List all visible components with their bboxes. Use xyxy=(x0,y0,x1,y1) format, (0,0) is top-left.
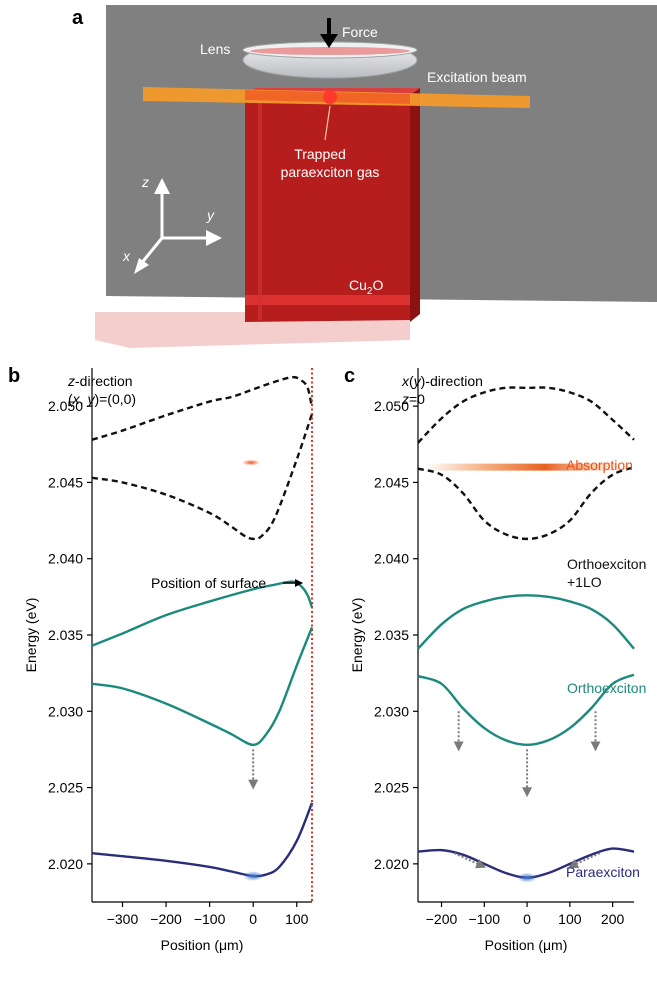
y-tick-label: 2.020 xyxy=(48,856,83,872)
series-line-1 xyxy=(91,375,314,441)
x-tick-label: 100 xyxy=(285,911,309,927)
y-axis-label: y xyxy=(206,207,215,223)
y-tick-label: 2.020 xyxy=(374,856,409,872)
panel-a-label: a xyxy=(72,7,84,29)
series-line-3 xyxy=(91,580,314,647)
orthoexciton-lo-label-1: Orthoexciton xyxy=(567,556,646,572)
paraexciton-label: Paraexciton xyxy=(566,864,640,880)
series-line-5 xyxy=(91,802,314,878)
y-tick-label: 2.050 xyxy=(48,398,83,414)
crystal-front xyxy=(245,95,410,322)
x-tick-label: −100 xyxy=(469,911,501,927)
y-tick-label: 2.035 xyxy=(48,627,83,643)
x-axis xyxy=(138,237,164,266)
orthoexciton-lo-label-2: +1LO xyxy=(567,574,602,590)
trap-pointer xyxy=(324,105,331,141)
series-line-4 xyxy=(91,626,314,747)
y-tick-label: 2.045 xyxy=(48,474,83,490)
panel-b-header-1: z-direction xyxy=(67,373,133,389)
y-tick-label: 2.035 xyxy=(374,627,409,643)
crystal-label: Cu2O xyxy=(349,277,383,297)
panel-c: c x(y)-direction z=0 2.020 2.025 2.030 2.03… xyxy=(344,365,646,953)
drift-arrow xyxy=(568,852,601,869)
x-tick-label: −300 xyxy=(107,911,139,927)
x-tick-label: 0 xyxy=(523,911,531,927)
x-tick-label: −200 xyxy=(150,911,182,927)
panel-c-label: c xyxy=(344,365,355,387)
crystal-edge-highlight xyxy=(258,95,262,320)
x-tick-label: 100 xyxy=(558,911,582,927)
z-arrowhead xyxy=(154,178,170,194)
y-tick-label: 2.030 xyxy=(374,703,409,719)
panel-a: a Force Lens Excitation beam Trapped par… xyxy=(72,5,657,348)
orthoexciton-label: Orthoexciton xyxy=(567,680,646,696)
lens-reflection xyxy=(250,47,410,55)
crystal-bright-band xyxy=(245,295,410,305)
y-tick-label: 2.025 xyxy=(48,780,83,796)
series-line-3 xyxy=(417,594,635,650)
z-axis-label: z xyxy=(141,174,149,190)
paraexciton-cloud xyxy=(243,871,264,882)
panel-b-header-2: (x, y)=(0,0) xyxy=(68,391,136,407)
y-tick-label: 2.030 xyxy=(48,703,83,719)
y-axis-title: Energy (eV) xyxy=(349,598,365,673)
series-line-2 xyxy=(417,466,635,541)
series-line-2 xyxy=(91,413,314,541)
surface-label: Position of surface xyxy=(151,575,266,591)
y-arrowhead xyxy=(206,230,222,246)
y-tick-label: 2.025 xyxy=(374,780,409,796)
panel-c-header-1: x(y)-direction xyxy=(401,373,483,389)
floor-reflection xyxy=(95,312,410,348)
series-line-4 xyxy=(417,673,635,747)
panel-b-label: b xyxy=(8,365,20,387)
lens-label: Lens xyxy=(200,41,230,57)
trapped-label-1: Trapped xyxy=(294,146,346,162)
absorption-spot xyxy=(242,459,261,466)
x-tick-label: −200 xyxy=(426,911,458,927)
crystal-side xyxy=(410,88,420,322)
chart-panel-b: 2.0202.0252.0302.0352.0402.0452.050−300−… xyxy=(23,368,314,953)
absorption-band xyxy=(424,463,626,471)
y-tick-label: 2.040 xyxy=(48,551,83,567)
x-tick-label: 200 xyxy=(601,911,625,927)
x-tick-label: −100 xyxy=(194,911,226,927)
series-line-1 xyxy=(417,386,635,444)
trap-spot xyxy=(323,90,337,104)
trapped-label-2: paraexciton gas xyxy=(281,164,380,180)
absorption-label: Absorption xyxy=(566,457,633,473)
paraexciton-cloud xyxy=(517,872,538,883)
x-axis-title: Position (μm) xyxy=(161,937,244,953)
force-label: Force xyxy=(342,24,378,40)
drift-arrow xyxy=(453,852,487,869)
y-tick-label: 2.045 xyxy=(374,474,409,490)
excitation-beam-label: Excitation beam xyxy=(427,69,527,85)
coordinate-axes xyxy=(138,188,210,266)
x-tick-label: 0 xyxy=(249,911,257,927)
y-axis-title: Energy (eV) xyxy=(23,598,39,673)
y-tick-label: 2.040 xyxy=(374,551,409,567)
force-arrow-head xyxy=(320,34,338,48)
y-tick-label: 2.050 xyxy=(374,398,409,414)
x-axis-label: x xyxy=(122,248,131,264)
panel-c-header-2: z=0 xyxy=(401,391,425,407)
x-axis-title: Position (μm) xyxy=(485,937,568,953)
chart-panel-c: 2.020 2.025 2.030 2.035 2.040 2.045 2.050 −200−… xyxy=(349,368,635,953)
x-arrowhead xyxy=(134,258,149,274)
panel-b: b z-direction (x, y)=(0,0) 2.020 2.025 2.0… xyxy=(8,365,314,953)
